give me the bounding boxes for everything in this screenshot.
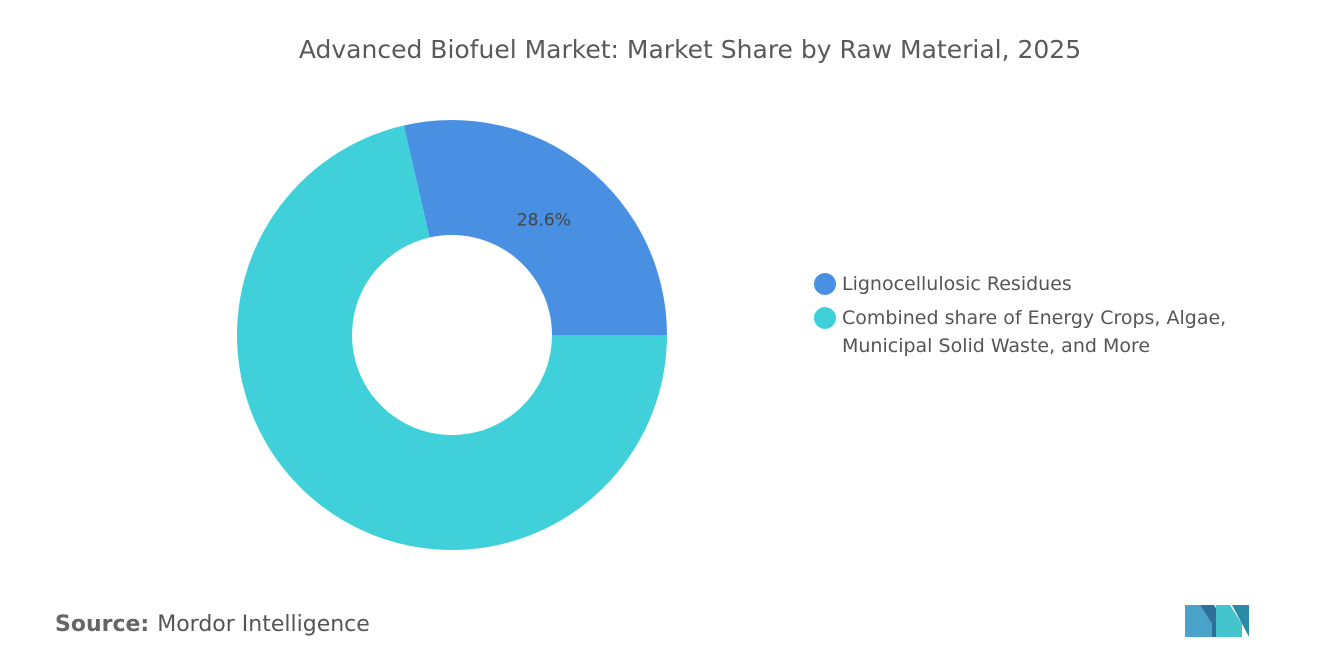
chart-title: Advanced Biofuel Market: Market Share by… xyxy=(299,35,1081,64)
donut xyxy=(237,120,667,551)
source-label: Source: xyxy=(55,612,150,637)
legend-swatch xyxy=(814,273,836,295)
data-label: 28.6% xyxy=(517,211,571,231)
legend-item[interactable]: Lignocellulosic Residues xyxy=(814,270,1244,298)
legend-swatch xyxy=(814,307,836,329)
source: Source: Mordor Intelligence xyxy=(55,612,370,637)
slice xyxy=(237,125,667,551)
legend-label: Combined share of Energy Crops, Algae, M… xyxy=(842,307,1227,357)
source-text: Mordor Intelligence xyxy=(157,612,370,637)
logo xyxy=(1185,605,1249,637)
legend: Lignocellulosic Residues Combined share o… xyxy=(814,270,1244,366)
legend-item[interactable]: Combined share of Energy Crops, Algae, M… xyxy=(814,304,1244,360)
legend-label: Lignocellulosic Residues xyxy=(842,273,1072,295)
slice xyxy=(403,120,667,335)
